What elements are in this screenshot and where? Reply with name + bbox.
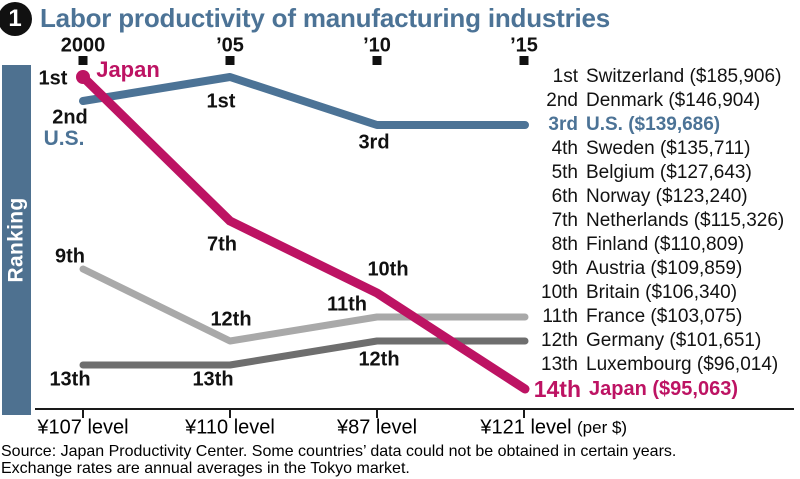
rank-label: 14th <box>533 375 581 402</box>
label-france-9th-2000: 9th <box>55 245 85 268</box>
country-entry: Denmark ($146,904) <box>586 90 761 111</box>
rank-label: 13th <box>541 354 578 375</box>
label-japan-1st-2000: 1st <box>38 67 68 90</box>
ranking-row: 8th Finland ($110,809) <box>540 233 784 257</box>
country-entry: France ($103,075) <box>586 306 743 327</box>
country-entry: Sweden ($135,711) <box>586 138 751 159</box>
x-axis-year-label: ’10 <box>363 34 391 57</box>
country-entry: Switzerland ($185,906) <box>586 66 782 87</box>
rank-label: 2nd <box>546 90 578 111</box>
y-axis-ranking-bar: Ranking <box>2 65 31 415</box>
ranking-list: 1st Switzerland ($185,906) 2nd Denmark ($1… <box>534 65 785 402</box>
x-axis-year-label: ’15 <box>510 34 538 57</box>
country-entry: Luxembourg ($96,014) <box>586 354 779 375</box>
ranking-row: 4th Sweden ($135,711) <box>540 137 784 161</box>
label-japan-7th-05: 7th <box>207 233 237 256</box>
country-entry: Austria ($109,859) <box>586 258 743 279</box>
ranking-row: 13th Luxembourg ($96,014) <box>540 353 784 377</box>
label-japan-10th-10: 10th <box>367 258 409 281</box>
ranking-row: 12th Germany ($101,651) <box>540 329 784 353</box>
country-entry: Britain ($106,340) <box>586 282 738 303</box>
rank-label: 8th <box>551 234 578 255</box>
label-germany-12th-10: 12th <box>358 348 400 371</box>
label-us-2nd-2000: 2nd <box>52 106 88 129</box>
source-note-line1: Source: Japan Productivity Center. Some … <box>1 443 677 460</box>
rank-label: 5th <box>551 162 578 183</box>
ranking-row: 2nd Denmark ($146,904) <box>540 89 784 113</box>
label-france-11th-10: 11th <box>326 293 368 316</box>
section-number-badge: 1 <box>0 2 32 36</box>
rank-label: 10th <box>541 282 578 303</box>
per-dollar-note: (per $) <box>577 418 628 437</box>
rank-label: 4th <box>551 138 578 159</box>
country-entry: Belgium ($127,643) <box>586 162 752 183</box>
source-note-line2: Exchange rates are annual averages in th… <box>1 460 410 477</box>
ranking-row: 1st Switzerland ($185,906) <box>540 65 784 89</box>
rank-label: 9th <box>551 258 578 279</box>
country-entry: Norway ($123,240) <box>586 186 748 207</box>
label-us-3rd-10: 3rd <box>358 131 390 154</box>
label-france-12th-05: 12th <box>210 308 252 331</box>
country-entry: Japan ($95,063) <box>589 377 738 400</box>
ranking-row: 7th Netherlands ($115,326) <box>540 209 785 233</box>
label-us-series: U.S. <box>43 127 85 150</box>
page-title: Labor productivity of manufacturing indu… <box>40 3 611 33</box>
ranking-row: 9th Austria ($109,859) <box>540 257 784 281</box>
label-germany-13th-2000: 13th <box>49 368 91 391</box>
rank-label: 11th <box>542 306 578 327</box>
exchange-rate-label: ¥87 level <box>336 416 418 439</box>
rank-label: 6th <box>551 186 578 207</box>
source-note: Source: Japan Productivity Center. Some … <box>1 443 676 477</box>
rank-label: 12th <box>541 330 578 351</box>
rank-label: 7th <box>551 210 578 231</box>
country-entry: Netherlands ($115,326) <box>586 210 785 231</box>
ranking-row-us: 3rd U.S. ($139,686) <box>540 113 784 137</box>
exchange-rate-label: ¥110 level <box>185 416 275 439</box>
ranking-row: 10th Britain ($106,340) <box>540 281 784 305</box>
ranking-row: 5th Belgium ($127,643) <box>540 161 784 185</box>
rank-label: 1st <box>552 66 578 87</box>
label-us-1st-05: 1st <box>206 90 236 113</box>
y-axis-label: Ranking <box>4 197 28 283</box>
ranking-row: 11th France ($103,075) <box>540 305 784 329</box>
x-axis-year-label: ’05 <box>216 34 244 57</box>
ranking-row-japan: 14th Japan ($95,063) <box>533 375 784 402</box>
exchange-rate-label: ¥107 level <box>37 416 129 439</box>
rank-label: 3rd <box>548 114 578 135</box>
ranking-row: 6th Norway ($123,240) <box>540 185 784 209</box>
country-entry: Germany ($101,651) <box>586 330 762 351</box>
exchange-rate-label: ¥121 level <box>480 416 572 439</box>
label-japan-series: Japan <box>96 57 160 82</box>
badge-number: 1 <box>8 5 22 32</box>
country-entry: Finland ($110,809) <box>586 234 745 255</box>
label-germany-13th-05: 13th <box>192 368 234 391</box>
x-axis-year-label: 2000 <box>60 34 106 57</box>
country-entry: U.S. ($139,686) <box>586 114 721 135</box>
